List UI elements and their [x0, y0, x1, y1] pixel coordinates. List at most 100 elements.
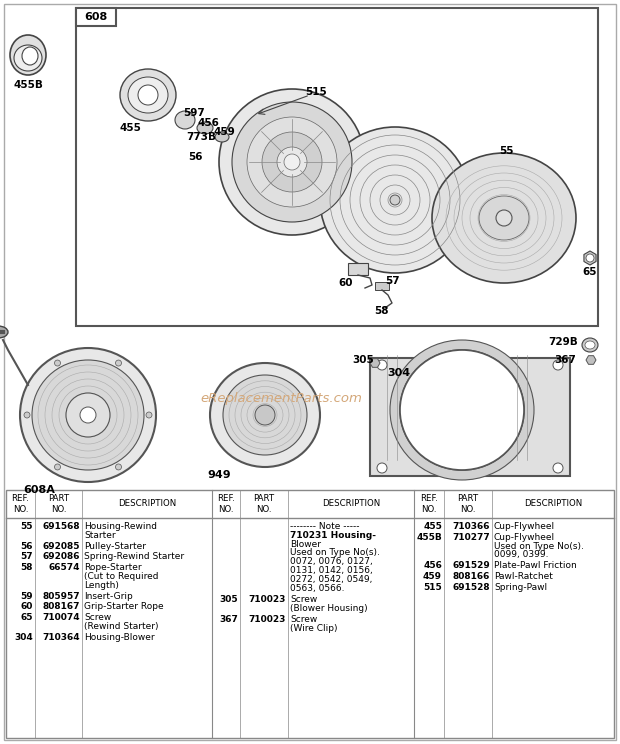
Ellipse shape	[377, 463, 387, 473]
Text: Screw: Screw	[290, 615, 317, 624]
Ellipse shape	[22, 47, 38, 65]
Ellipse shape	[14, 45, 42, 71]
Text: Starter: Starter	[84, 530, 115, 540]
Text: 56: 56	[20, 542, 33, 551]
Text: 58: 58	[20, 563, 33, 572]
Ellipse shape	[210, 363, 320, 467]
Text: Spring-Pawl: Spring-Pawl	[494, 583, 547, 591]
Text: 367: 367	[554, 355, 576, 365]
Text: Screw: Screw	[290, 595, 317, 604]
Ellipse shape	[432, 153, 576, 283]
Text: DESCRIPTION: DESCRIPTION	[322, 499, 380, 508]
Text: 367: 367	[219, 615, 238, 624]
Text: 55: 55	[20, 522, 33, 531]
Ellipse shape	[277, 147, 307, 177]
Text: 65: 65	[20, 613, 33, 622]
Text: 608A: 608A	[23, 485, 55, 495]
Text: 808166: 808166	[453, 572, 490, 581]
Text: 691568: 691568	[42, 522, 80, 531]
Ellipse shape	[247, 117, 337, 207]
Ellipse shape	[377, 360, 387, 370]
Ellipse shape	[320, 127, 470, 273]
Ellipse shape	[128, 77, 168, 113]
Text: 808167: 808167	[43, 603, 80, 612]
Text: 57: 57	[385, 276, 400, 286]
Ellipse shape	[553, 360, 563, 370]
Ellipse shape	[390, 195, 400, 205]
Text: Plate-Pawl Friction: Plate-Pawl Friction	[494, 561, 577, 570]
Ellipse shape	[219, 89, 365, 235]
Text: 456: 456	[197, 118, 219, 128]
Polygon shape	[370, 359, 380, 368]
Text: REF.
NO.: REF. NO.	[420, 494, 438, 513]
Bar	[76, 8, 116, 26]
Text: Blower: Blower	[290, 539, 321, 548]
Ellipse shape	[586, 254, 594, 262]
Ellipse shape	[255, 405, 275, 425]
Text: 56: 56	[188, 152, 203, 162]
Text: Length): Length)	[84, 581, 119, 590]
Ellipse shape	[55, 360, 61, 366]
Text: 60: 60	[338, 278, 353, 288]
Polygon shape	[586, 356, 596, 365]
Text: 55: 55	[499, 146, 513, 156]
Ellipse shape	[197, 122, 213, 134]
Ellipse shape	[585, 341, 595, 349]
Ellipse shape	[284, 154, 300, 170]
Text: DESCRIPTION: DESCRIPTION	[118, 499, 176, 508]
Ellipse shape	[115, 464, 122, 470]
Text: 65: 65	[582, 267, 596, 277]
Text: 59: 59	[20, 591, 33, 600]
Ellipse shape	[80, 407, 96, 423]
Ellipse shape	[66, 393, 110, 437]
Text: 710366: 710366	[453, 522, 490, 531]
Text: 515: 515	[423, 583, 442, 591]
Ellipse shape	[10, 35, 46, 75]
Text: 773B: 773B	[186, 132, 216, 142]
Ellipse shape	[215, 132, 229, 142]
Text: Used on Type No(s).: Used on Type No(s).	[290, 548, 380, 557]
Text: 691528: 691528	[453, 583, 490, 591]
Text: Grip-Starter Rope: Grip-Starter Rope	[84, 603, 164, 612]
Text: 57: 57	[20, 552, 33, 562]
Bar	[76, 8, 598, 326]
Text: eReplacementParts.com: eReplacementParts.com	[200, 392, 362, 405]
Text: 608: 608	[84, 12, 108, 22]
Text: 456: 456	[423, 561, 442, 570]
Text: 691529: 691529	[452, 561, 490, 570]
Text: REF.
NO.: REF. NO.	[217, 494, 235, 513]
Text: 455B: 455B	[14, 80, 44, 90]
Text: 515: 515	[305, 87, 327, 97]
Text: 710364: 710364	[42, 633, 80, 642]
Bar	[6, 490, 614, 738]
Text: Insert-Grip: Insert-Grip	[84, 591, 133, 600]
Text: (Rewind Starter): (Rewind Starter)	[84, 622, 159, 631]
Bar	[348, 263, 368, 275]
Text: 455: 455	[120, 123, 142, 133]
Ellipse shape	[0, 326, 8, 338]
Text: Rope-Starter: Rope-Starter	[84, 563, 141, 572]
Text: 66574: 66574	[48, 563, 80, 572]
Text: 710074: 710074	[42, 613, 80, 622]
Ellipse shape	[553, 463, 563, 473]
Bar	[375, 282, 389, 290]
Text: 710023: 710023	[249, 615, 286, 624]
Text: -------- Note -----: -------- Note -----	[290, 522, 360, 531]
Ellipse shape	[262, 132, 322, 192]
Text: 60: 60	[20, 603, 33, 612]
Text: 710277: 710277	[452, 533, 490, 542]
Text: (Blower Housing): (Blower Housing)	[290, 604, 368, 613]
Ellipse shape	[400, 350, 524, 470]
Ellipse shape	[138, 85, 158, 105]
Text: Pawl-Ratchet: Pawl-Ratchet	[494, 572, 553, 581]
Text: 949: 949	[207, 470, 231, 480]
Ellipse shape	[120, 69, 176, 121]
Text: 710023: 710023	[249, 595, 286, 604]
Text: Cup-Flywheel: Cup-Flywheel	[494, 533, 555, 542]
Text: Cup-Flywheel: Cup-Flywheel	[494, 522, 555, 531]
Text: 805957: 805957	[42, 591, 80, 600]
Text: 455B: 455B	[416, 533, 442, 542]
Ellipse shape	[582, 338, 598, 352]
Text: 692085: 692085	[43, 542, 80, 551]
Text: PART
NO.: PART NO.	[48, 494, 69, 513]
